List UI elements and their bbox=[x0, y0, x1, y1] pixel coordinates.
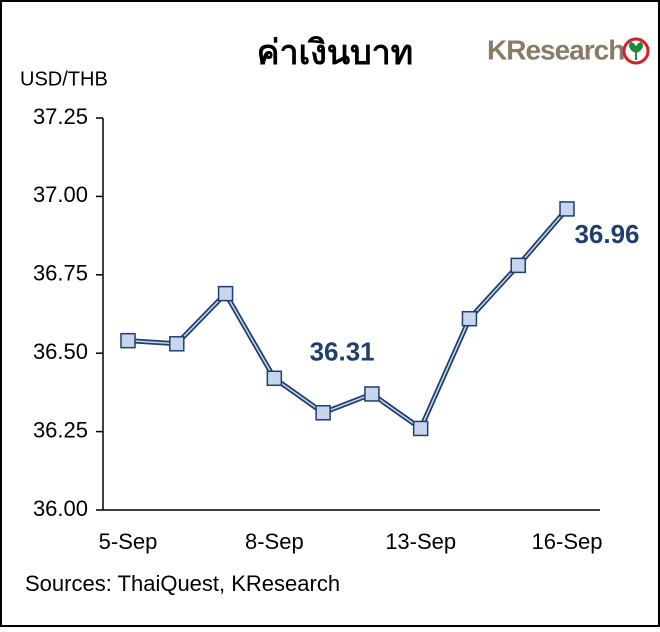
logo-text: KResearch bbox=[487, 34, 624, 65]
y-tick-label: 36.25 bbox=[33, 417, 88, 442]
y-tick-label: 37.00 bbox=[33, 182, 88, 207]
marker bbox=[315, 405, 331, 421]
series-line bbox=[127, 208, 568, 430]
marker bbox=[559, 201, 575, 217]
marker bbox=[217, 285, 234, 302]
chart-title: ค่าเงินบาท bbox=[257, 34, 413, 72]
x-tick-label: 8-Sep bbox=[245, 529, 304, 554]
y-tick-label: 37.25 bbox=[33, 104, 88, 129]
marker bbox=[266, 370, 283, 387]
marker bbox=[169, 336, 185, 352]
marker bbox=[120, 332, 136, 349]
data-label: 36.96 bbox=[574, 219, 639, 249]
x-tick-label: 5-Sep bbox=[99, 529, 158, 554]
marker bbox=[510, 257, 526, 274]
y-tick-label: 36.00 bbox=[33, 496, 88, 521]
y-axis-label: USD/THB bbox=[20, 68, 108, 90]
marker bbox=[364, 386, 380, 402]
data-label: 36.31 bbox=[310, 337, 375, 367]
marker bbox=[412, 420, 429, 437]
x-tick-label: 13-Sep bbox=[385, 529, 456, 554]
marker bbox=[461, 310, 478, 327]
y-tick-label: 36.50 bbox=[33, 339, 88, 364]
logo-icon bbox=[622, 37, 650, 65]
x-tick-label: 16-Sep bbox=[532, 529, 603, 554]
y-tick-label: 36.75 bbox=[33, 261, 88, 286]
source-note: Sources: ThaiQuest, KResearch bbox=[25, 571, 340, 596]
